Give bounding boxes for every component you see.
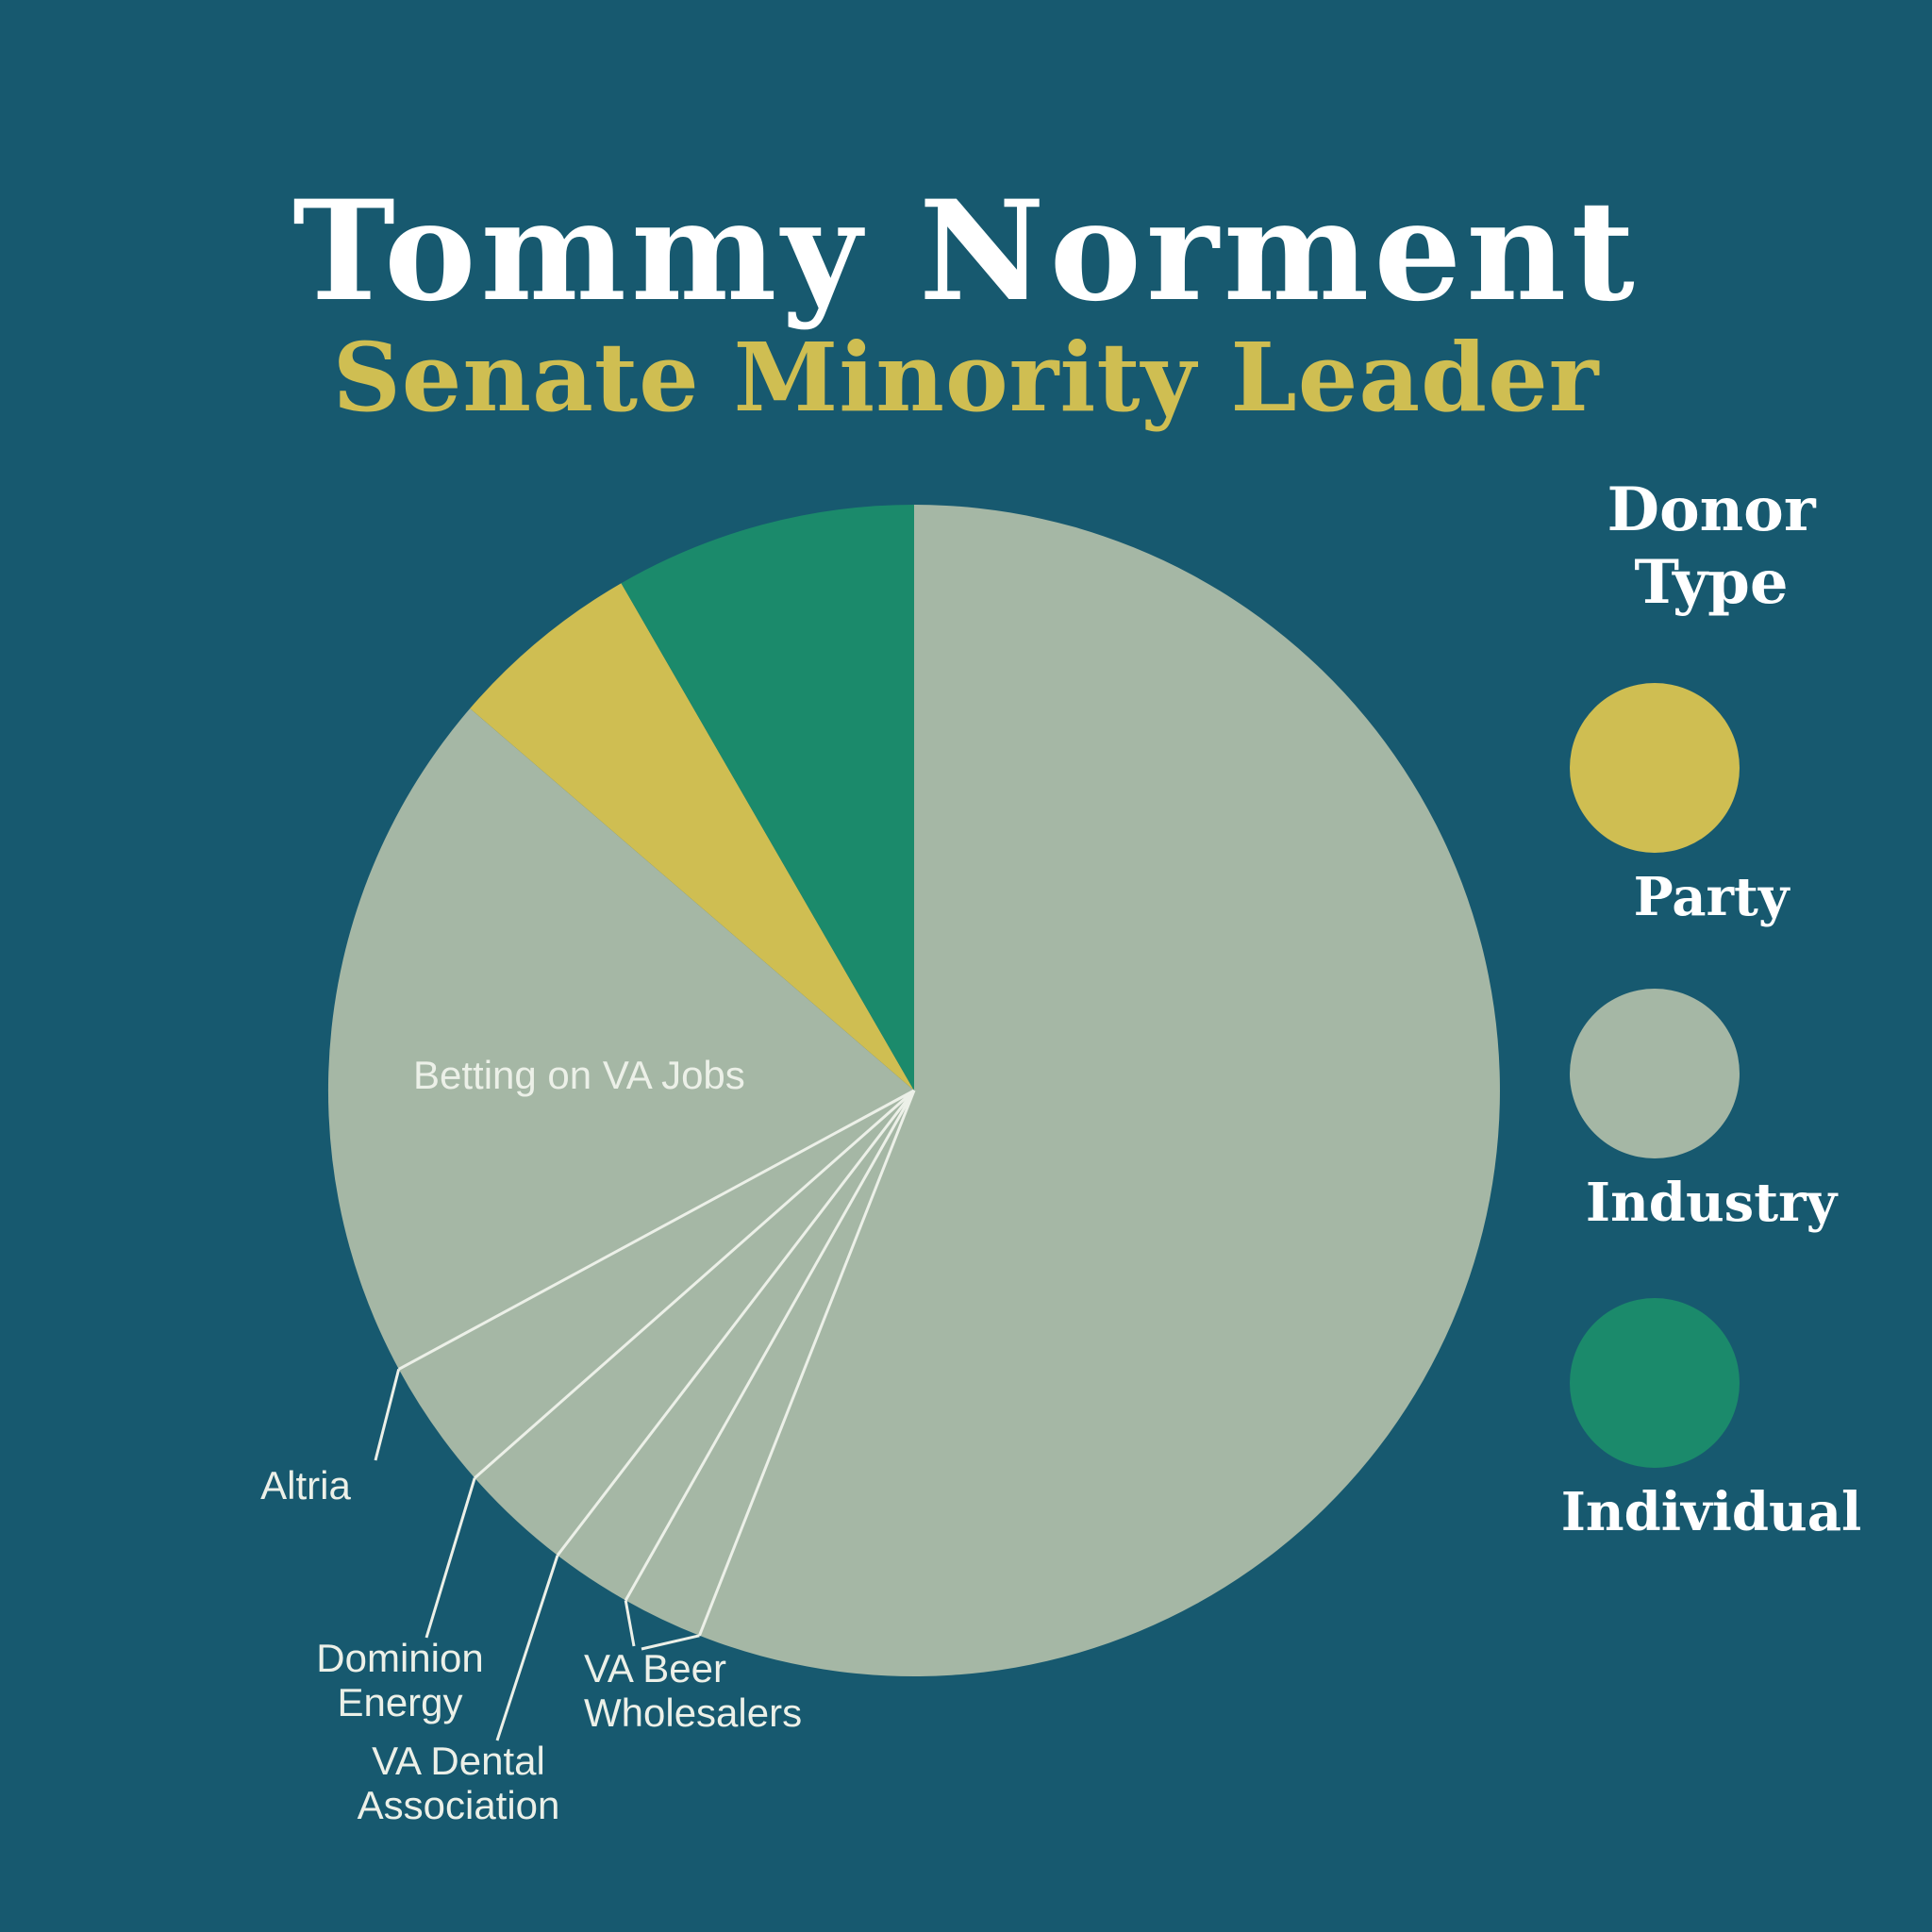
pie-slice-va-beer-wholesalers [625, 1091, 914, 1636]
callout-radial-line [474, 1089, 915, 1479]
slice-label-betting-on-va-jobs: Betting on VA Jobs [413, 1053, 745, 1097]
callout-connector-line [624, 1600, 636, 1647]
callout-connector-line [425, 1477, 476, 1639]
legend-label-industry: Industry [1585, 1172, 1838, 1234]
pie-slice-betting-on-va-jobs [327, 708, 915, 1370]
pie-slice-dominion-energy [475, 1091, 914, 1556]
page-subtitle: Senate Minority Leader [332, 322, 1600, 433]
pie-slice-party [470, 583, 914, 1091]
callout-connector-line [641, 1634, 700, 1651]
legend: Donor Type Party Industry Individual [1466, 0, 1932, 1932]
callout-connector-line [495, 1555, 559, 1741]
slice-label-va-dental-association: VA Dental Association [357, 1739, 560, 1828]
slice-label-va-beer-wholesalers: VA Beer Wholesalers [584, 1646, 803, 1736]
legend-swatch-industry [1570, 989, 1740, 1158]
callout-radial-line [556, 1090, 916, 1557]
callout-radial-line [624, 1090, 916, 1602]
legend-swatch-party [1570, 683, 1740, 853]
legend-swatch-individual [1570, 1298, 1740, 1468]
slice-label-dominion-energy: Dominion Energy [316, 1636, 484, 1725]
callout-connector-line [374, 1369, 401, 1461]
page-title: Tommy Norment [292, 170, 1640, 332]
pie-slice-industry-other [699, 505, 1500, 1676]
callout-radial-line [698, 1090, 916, 1637]
legend-title: Donor Type [1607, 475, 1816, 618]
legend-label-party: Party [1633, 866, 1790, 928]
slice-label-altria: Altria [260, 1463, 351, 1507]
callout-radial-line [397, 1089, 915, 1371]
pie-slice-altria [398, 1091, 914, 1478]
legend-label-individual: Individual [1560, 1481, 1862, 1543]
pie-slice-individual [621, 505, 914, 1091]
pie-slice-va-dental-association [558, 1091, 914, 1601]
